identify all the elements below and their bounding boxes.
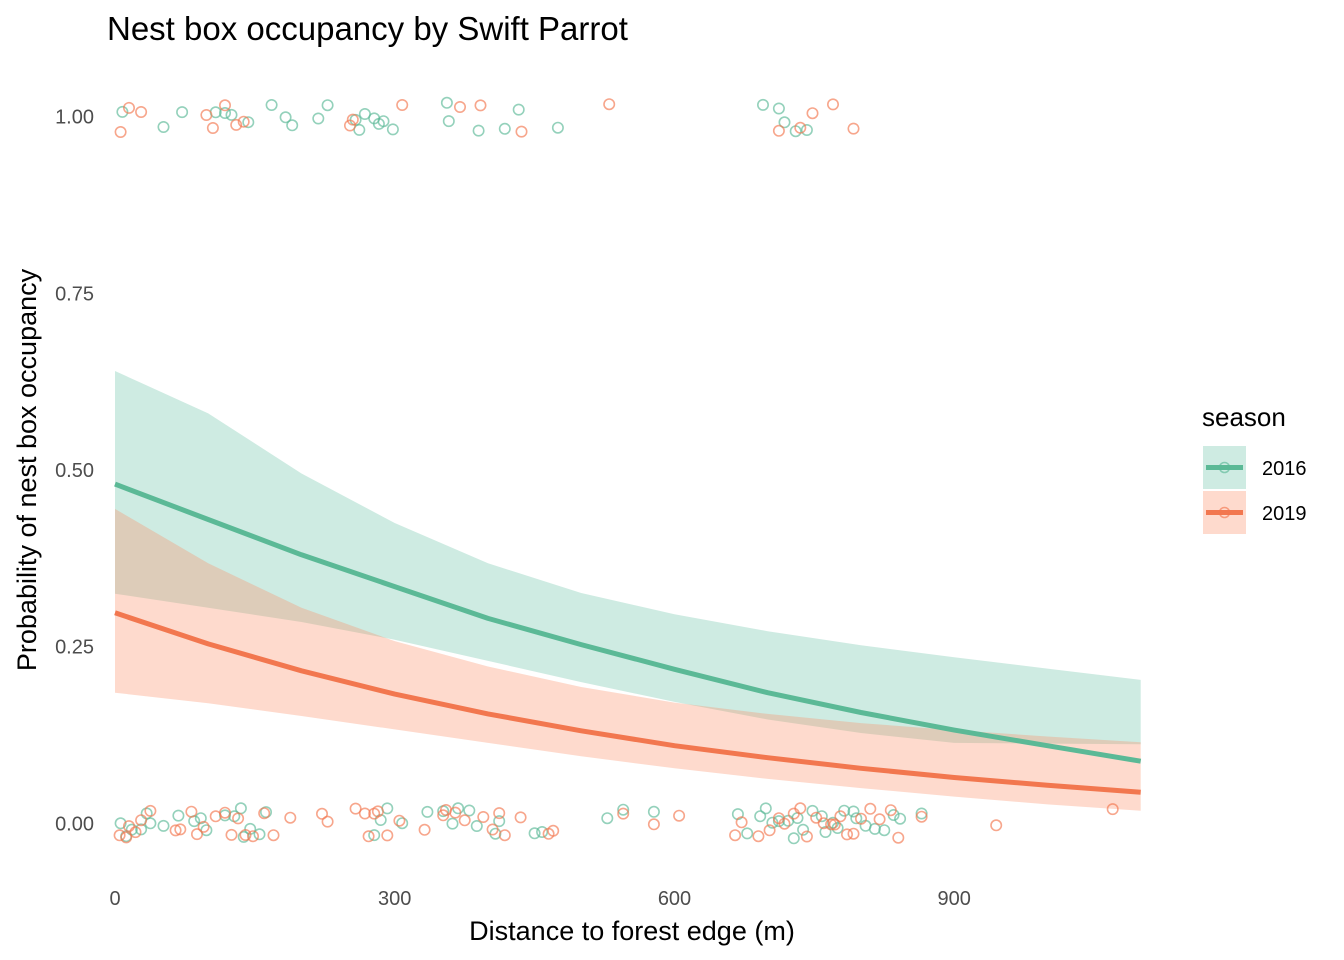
x-tick-label: 0: [109, 888, 120, 910]
point-2019: [285, 813, 295, 823]
y-tick-label: 0.00: [55, 813, 94, 835]
point-2016: [789, 833, 799, 843]
point-2019: [114, 830, 124, 840]
point-2016: [758, 100, 768, 110]
point-2016: [514, 104, 524, 114]
point-2019: [674, 811, 684, 821]
point-2016: [266, 100, 276, 110]
point-2019: [115, 127, 125, 137]
point-2019: [865, 804, 875, 814]
point-2019: [220, 100, 230, 110]
point-2016: [177, 107, 187, 117]
point-2016: [761, 803, 771, 813]
point-2019: [649, 819, 659, 829]
y-tick-label: 1.00: [55, 107, 94, 129]
point-2016: [472, 821, 482, 831]
point-2019: [419, 825, 429, 835]
y-tick-label: 0.25: [55, 637, 94, 659]
point-2016: [553, 123, 563, 133]
plot-area: [114, 98, 1140, 844]
point-2016: [287, 120, 297, 130]
point-2019: [991, 820, 1001, 830]
point-2019: [515, 812, 525, 822]
point-2019: [604, 99, 614, 109]
point-2019: [893, 833, 903, 843]
point-2019: [382, 830, 392, 840]
point-2019: [874, 814, 884, 824]
y-tick-label: 0.75: [55, 283, 94, 305]
point-2019: [848, 829, 858, 839]
x-axis-title: Distance to forest edge (m): [469, 916, 795, 946]
point-2019: [475, 100, 485, 110]
legend-entry-2016: 2016: [1203, 446, 1307, 489]
confidence-ribbons: [115, 371, 1141, 811]
point-2019: [730, 830, 740, 840]
point-2016: [774, 103, 784, 113]
x-axis: 0 300 600 900: [109, 888, 970, 910]
point-2016: [313, 113, 323, 123]
point-2019: [268, 830, 278, 840]
point-2016: [322, 100, 332, 110]
point-2019: [233, 813, 243, 823]
point-2019: [848, 123, 858, 133]
legend: season 2016 2019: [1202, 402, 1307, 534]
point-2016: [442, 98, 452, 108]
point-2016: [649, 807, 659, 817]
point-2019: [516, 126, 526, 136]
legend-title: season: [1202, 402, 1286, 432]
point-2019: [478, 812, 488, 822]
y-axis: 0.00 0.25 0.50 0.75 1.00: [55, 107, 94, 836]
point-2019: [201, 110, 211, 120]
point-2019: [460, 815, 470, 825]
legend-label: 2016: [1262, 458, 1307, 480]
point-2019: [753, 831, 763, 841]
point-2019: [494, 808, 504, 818]
point-2019: [226, 830, 236, 840]
x-tick-label: 900: [938, 888, 971, 910]
y-axis-title: Probability of nest box occupancy: [12, 268, 42, 671]
point-2019: [774, 126, 784, 136]
point-2016: [158, 122, 168, 132]
y-tick-label: 0.50: [55, 460, 94, 482]
point-2016: [447, 818, 457, 828]
point-2016: [473, 125, 483, 135]
legend-entry-2019: 2019: [1203, 491, 1307, 534]
point-2019: [397, 100, 407, 110]
point-2016: [802, 125, 812, 135]
point-2016: [444, 116, 454, 126]
point-2016: [422, 807, 432, 817]
point-2016: [397, 818, 407, 828]
point-2019: [208, 123, 218, 133]
point-2016: [254, 829, 264, 839]
point-2016: [226, 110, 236, 120]
point-2019: [136, 107, 146, 117]
point-2019: [795, 803, 805, 813]
x-tick-label: 300: [378, 888, 411, 910]
point-2016: [388, 124, 398, 134]
point-2016: [173, 810, 183, 820]
legend-label: 2019: [1262, 503, 1307, 525]
point-2019: [828, 99, 838, 109]
chart-title: Nest box occupancy by Swift Parrot: [107, 10, 628, 47]
point-2016: [742, 828, 752, 838]
point-2019: [322, 816, 332, 826]
point-2016: [602, 813, 612, 823]
point-2016: [464, 805, 474, 815]
point-2016: [500, 124, 510, 134]
x-tick-label: 600: [658, 888, 691, 910]
point-2016: [158, 821, 168, 831]
point-2019: [394, 816, 404, 826]
point-2016: [236, 803, 246, 813]
point-2019: [455, 102, 465, 112]
point-2019: [807, 108, 817, 118]
point-2019: [186, 807, 196, 817]
point-2016: [537, 827, 547, 837]
